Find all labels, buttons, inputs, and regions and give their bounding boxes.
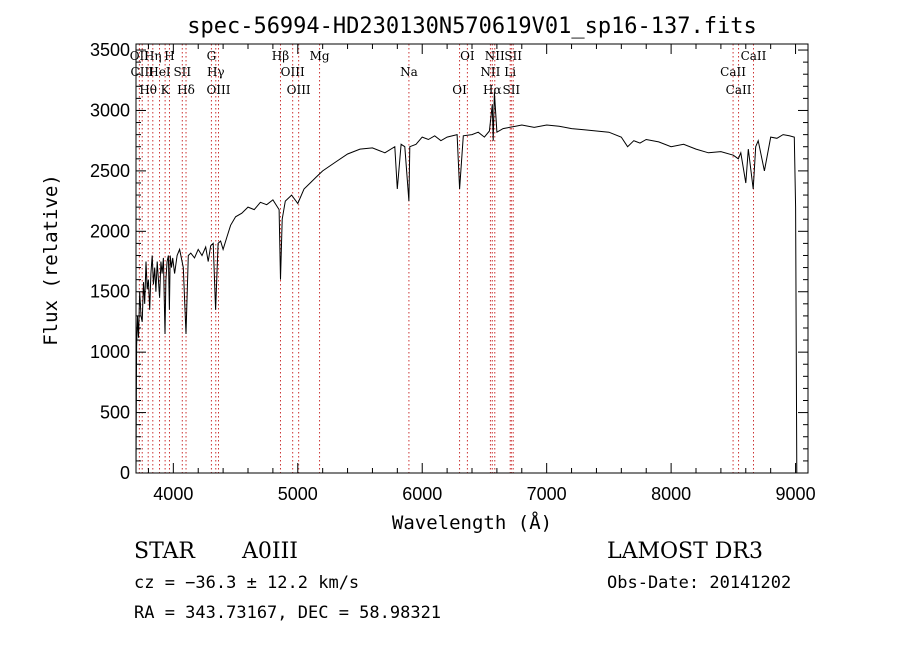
x-tick-label: 7000	[527, 484, 567, 504]
line-label: CaII	[726, 83, 752, 97]
x-tick-label: 9000	[776, 484, 816, 504]
line-label: SII	[173, 65, 191, 79]
line-label: G	[207, 49, 217, 63]
line-label: HeI	[148, 65, 171, 79]
y-axis-ticks: 0 500 1000 1500 2000 2500 3000 3500	[90, 40, 808, 483]
y-tick-label: 1500	[90, 282, 130, 302]
line-label: H	[164, 49, 174, 63]
spectral-line-labels: OIICIIIHθHηHeIKHSIIHδGHγOIIIHβOIIIOIIIMg…	[130, 49, 767, 97]
line-label: SII	[504, 49, 522, 63]
y-tick-label: 3500	[90, 40, 130, 60]
y-tick-label: 3000	[90, 100, 130, 120]
y-tick-label: 1000	[90, 342, 130, 362]
line-label: Hδ	[177, 83, 195, 97]
line-label: CaII	[741, 49, 767, 63]
chart-title: spec-56994-HD230130N570619V01_sp16-137.f…	[187, 14, 757, 39]
x-tick-label: 6000	[402, 484, 442, 504]
line-label: K	[161, 83, 171, 97]
line-label: OI	[452, 83, 467, 97]
line-label: OIII	[206, 83, 230, 97]
redshift-readout: cz = −36.3 ± 12.2 km/s	[134, 573, 360, 593]
coordinates-readout: RA = 343.73167, DEC = 58.98321	[134, 603, 442, 623]
x-axis-ticks: 4000 5000 6000 7000 8000 9000	[147, 44, 816, 504]
object-class: STAR	[134, 539, 195, 564]
line-label: SII	[502, 83, 520, 97]
spectral-line-markers	[138, 44, 754, 473]
survey-name: LAMOST DR3	[607, 539, 763, 564]
line-label: Hη	[144, 49, 162, 63]
line-label: Mg	[310, 49, 330, 63]
object-subclass: A0III	[242, 539, 298, 564]
line-label: Hα	[483, 83, 502, 97]
y-tick-label: 2500	[90, 161, 130, 181]
line-label: NII	[480, 65, 500, 79]
line-label: Na	[400, 65, 418, 79]
line-label: Li	[504, 65, 516, 79]
x-tick-label: 8000	[651, 484, 691, 504]
y-tick-label: 0	[120, 463, 130, 483]
observation-date: Obs-Date: 20141202	[607, 573, 792, 593]
line-label: Hγ	[207, 65, 225, 79]
line-label: Hβ	[272, 49, 289, 63]
y-tick-label: 2000	[90, 221, 130, 241]
x-tick-label: 4000	[153, 484, 193, 504]
line-label: OI	[460, 49, 475, 63]
x-axis-label: Wavelength (Å)	[392, 511, 552, 534]
line-label: Hθ	[139, 83, 157, 97]
x-tick-label: 5000	[278, 484, 318, 504]
line-label: OII	[130, 49, 150, 63]
y-axis-label: Flux (relative)	[40, 174, 62, 346]
line-label: CaII	[720, 65, 746, 79]
line-label: OIII	[287, 83, 311, 97]
line-label: OIII	[281, 65, 305, 79]
spectrum-series-line	[135, 92, 798, 474]
y-tick-label: 500	[100, 403, 130, 423]
plot-frame	[135, 43, 809, 474]
line-label: NII	[485, 49, 505, 63]
